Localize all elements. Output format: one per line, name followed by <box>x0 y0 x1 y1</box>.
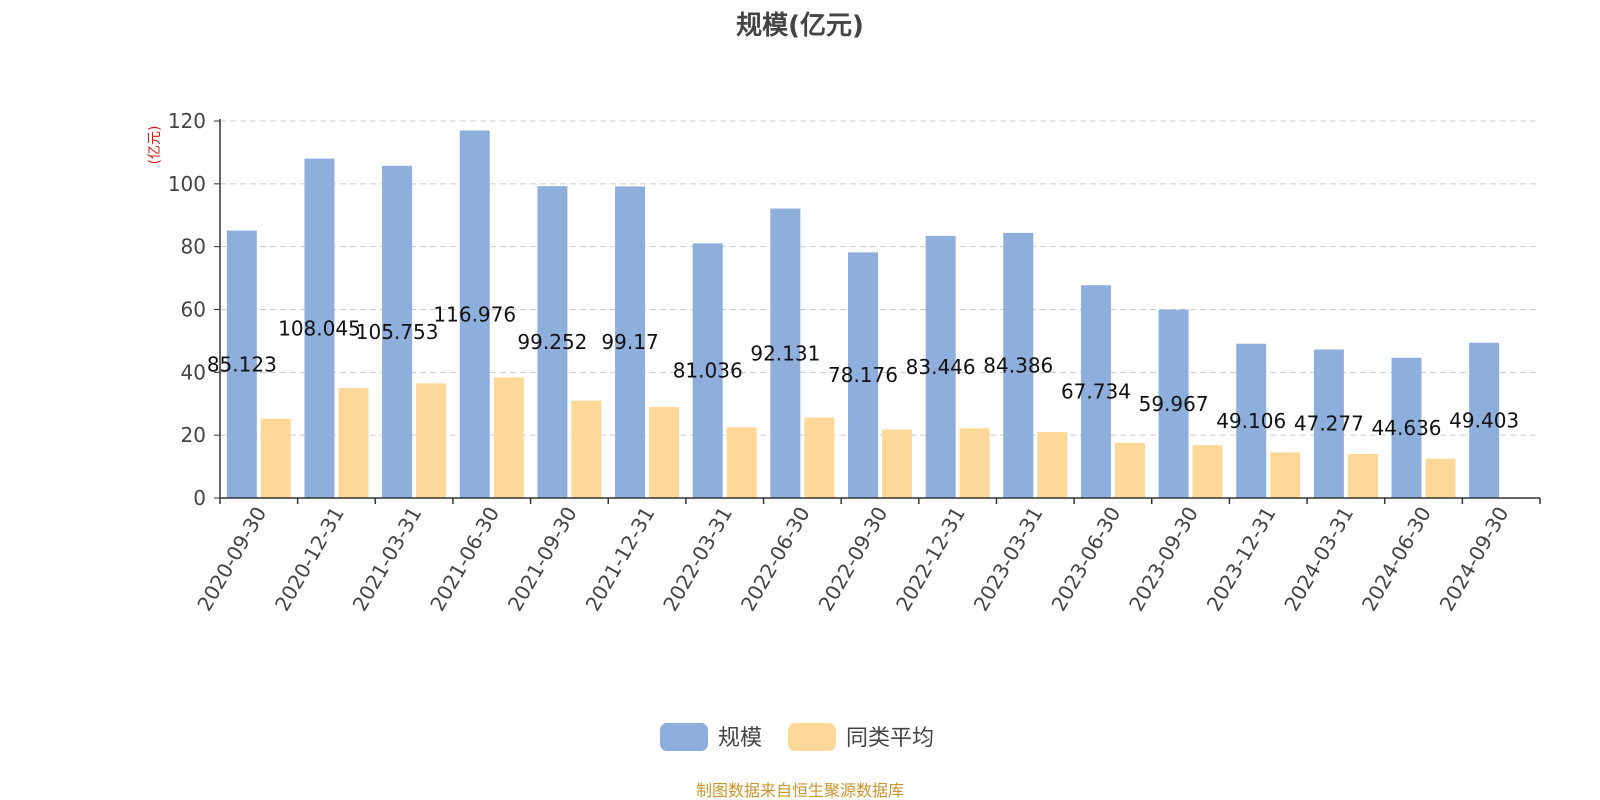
y-tick-label: 100 <box>168 172 206 196</box>
data-label: 83.446 <box>906 355 976 379</box>
bar-peer-average <box>260 418 291 498</box>
x-tick-label: 2021-09-30 <box>503 503 582 616</box>
bar-scale <box>925 235 956 498</box>
bar-scale <box>1469 342 1500 498</box>
data-label: 99.252 <box>517 330 587 354</box>
data-label: 44.636 <box>1372 416 1442 440</box>
chart-title: 规模(亿元) <box>736 11 864 41</box>
legend-label-scale: 规模 <box>718 726 762 751</box>
bar-peer-average <box>1347 454 1378 498</box>
legend-swatch-peer-average <box>788 723 836 751</box>
bar-scale <box>848 252 878 498</box>
bar-scale <box>692 243 723 498</box>
x-tick-label: 2023-03-31 <box>969 503 1048 616</box>
bar-scale <box>1003 232 1034 498</box>
bar-peer-average <box>338 388 369 498</box>
x-tick-label: 2023-12-31 <box>1202 503 1281 616</box>
x-tick-label: 2022-12-31 <box>891 503 970 616</box>
bar-peer-average <box>1425 458 1456 498</box>
data-label: 84.386 <box>983 353 1053 377</box>
y-axis-unit-label: (亿元) <box>147 126 163 165</box>
bar-peer-average <box>649 406 680 498</box>
x-tick-label: 2023-06-30 <box>1046 503 1125 616</box>
data-label: 85.123 <box>207 352 277 376</box>
data-label: 92.131 <box>750 341 820 365</box>
x-tick-label: 2023-09-30 <box>1124 503 1203 616</box>
x-tick-label: 2024-03-31 <box>1279 503 1358 616</box>
bar-peer-average <box>804 417 835 498</box>
legend[interactable]: 规模 同类平均 <box>660 723 934 751</box>
y-tick-label: 120 <box>168 109 206 133</box>
bar-peer-average <box>726 427 757 498</box>
y-axis-ticks: 0 20 40 60 80 100 120 <box>168 109 220 510</box>
y-tick-label: 80 <box>181 235 206 259</box>
bar-peer-average <box>416 383 447 498</box>
x-tick-label: 2024-09-30 <box>1435 503 1514 616</box>
data-label: 49.106 <box>1216 409 1286 433</box>
bar-scale <box>1236 343 1267 498</box>
bar-peer-average <box>1037 432 1068 498</box>
x-tick-label: 2022-09-30 <box>813 503 892 616</box>
legend-swatch-scale <box>660 723 708 751</box>
x-tick-label: 2024-06-30 <box>1357 503 1436 616</box>
bar-scale <box>304 158 335 498</box>
bar-peer-average <box>1192 445 1223 498</box>
data-label: 81.036 <box>673 359 743 383</box>
bar-scale <box>1391 357 1422 498</box>
data-label: 108.045 <box>278 316 361 340</box>
data-label: 116.976 <box>433 302 516 326</box>
bars <box>226 130 1500 499</box>
bar-scale <box>1080 285 1111 498</box>
x-axis-ticks: 2020-09-302020-12-312021-03-312021-06-30… <box>192 498 1541 616</box>
data-label: 47.277 <box>1294 412 1364 436</box>
y-tick-label: 40 <box>181 360 206 384</box>
bar-scale <box>537 186 568 499</box>
bar-peer-average <box>1270 452 1301 498</box>
x-tick-label: 2021-03-31 <box>348 503 427 616</box>
data-label: 59.967 <box>1139 392 1209 416</box>
bar-peer-average <box>882 429 912 498</box>
bar-scale <box>1313 349 1344 498</box>
bar-scale <box>615 186 646 498</box>
data-label: 67.734 <box>1061 380 1131 404</box>
axes <box>219 119 1540 499</box>
data-label: 105.753 <box>356 320 439 344</box>
bar-scale <box>1158 309 1189 498</box>
data-label: 78.176 <box>828 363 898 387</box>
bar-peer-average <box>1114 443 1145 498</box>
x-tick-label: 2021-06-30 <box>425 503 504 616</box>
bar-scale <box>770 208 801 498</box>
x-tick-label: 2020-12-31 <box>270 503 349 616</box>
bar-scale <box>459 130 490 498</box>
bar-scale <box>382 165 413 498</box>
y-tick-label: 60 <box>181 298 206 322</box>
data-label: 99.17 <box>601 330 658 354</box>
x-tick-label: 2021-12-31 <box>580 503 659 616</box>
data-label: 49.403 <box>1449 408 1519 432</box>
source-note: 制图数据来自恒生聚源数据库 <box>696 781 904 800</box>
bar-scale <box>226 230 257 499</box>
y-tick-label: 0 <box>193 486 206 510</box>
x-tick-label: 2020-09-30 <box>192 503 271 616</box>
legend-label-peer-average: 同类平均 <box>846 726 934 751</box>
x-tick-label: 2022-03-31 <box>658 503 737 616</box>
bar-peer-average <box>571 400 602 498</box>
x-tick-label: 2022-06-30 <box>736 503 815 616</box>
y-tick-label: 20 <box>181 423 206 447</box>
bar-peer-average <box>493 377 524 498</box>
bar-peer-average <box>959 428 990 498</box>
